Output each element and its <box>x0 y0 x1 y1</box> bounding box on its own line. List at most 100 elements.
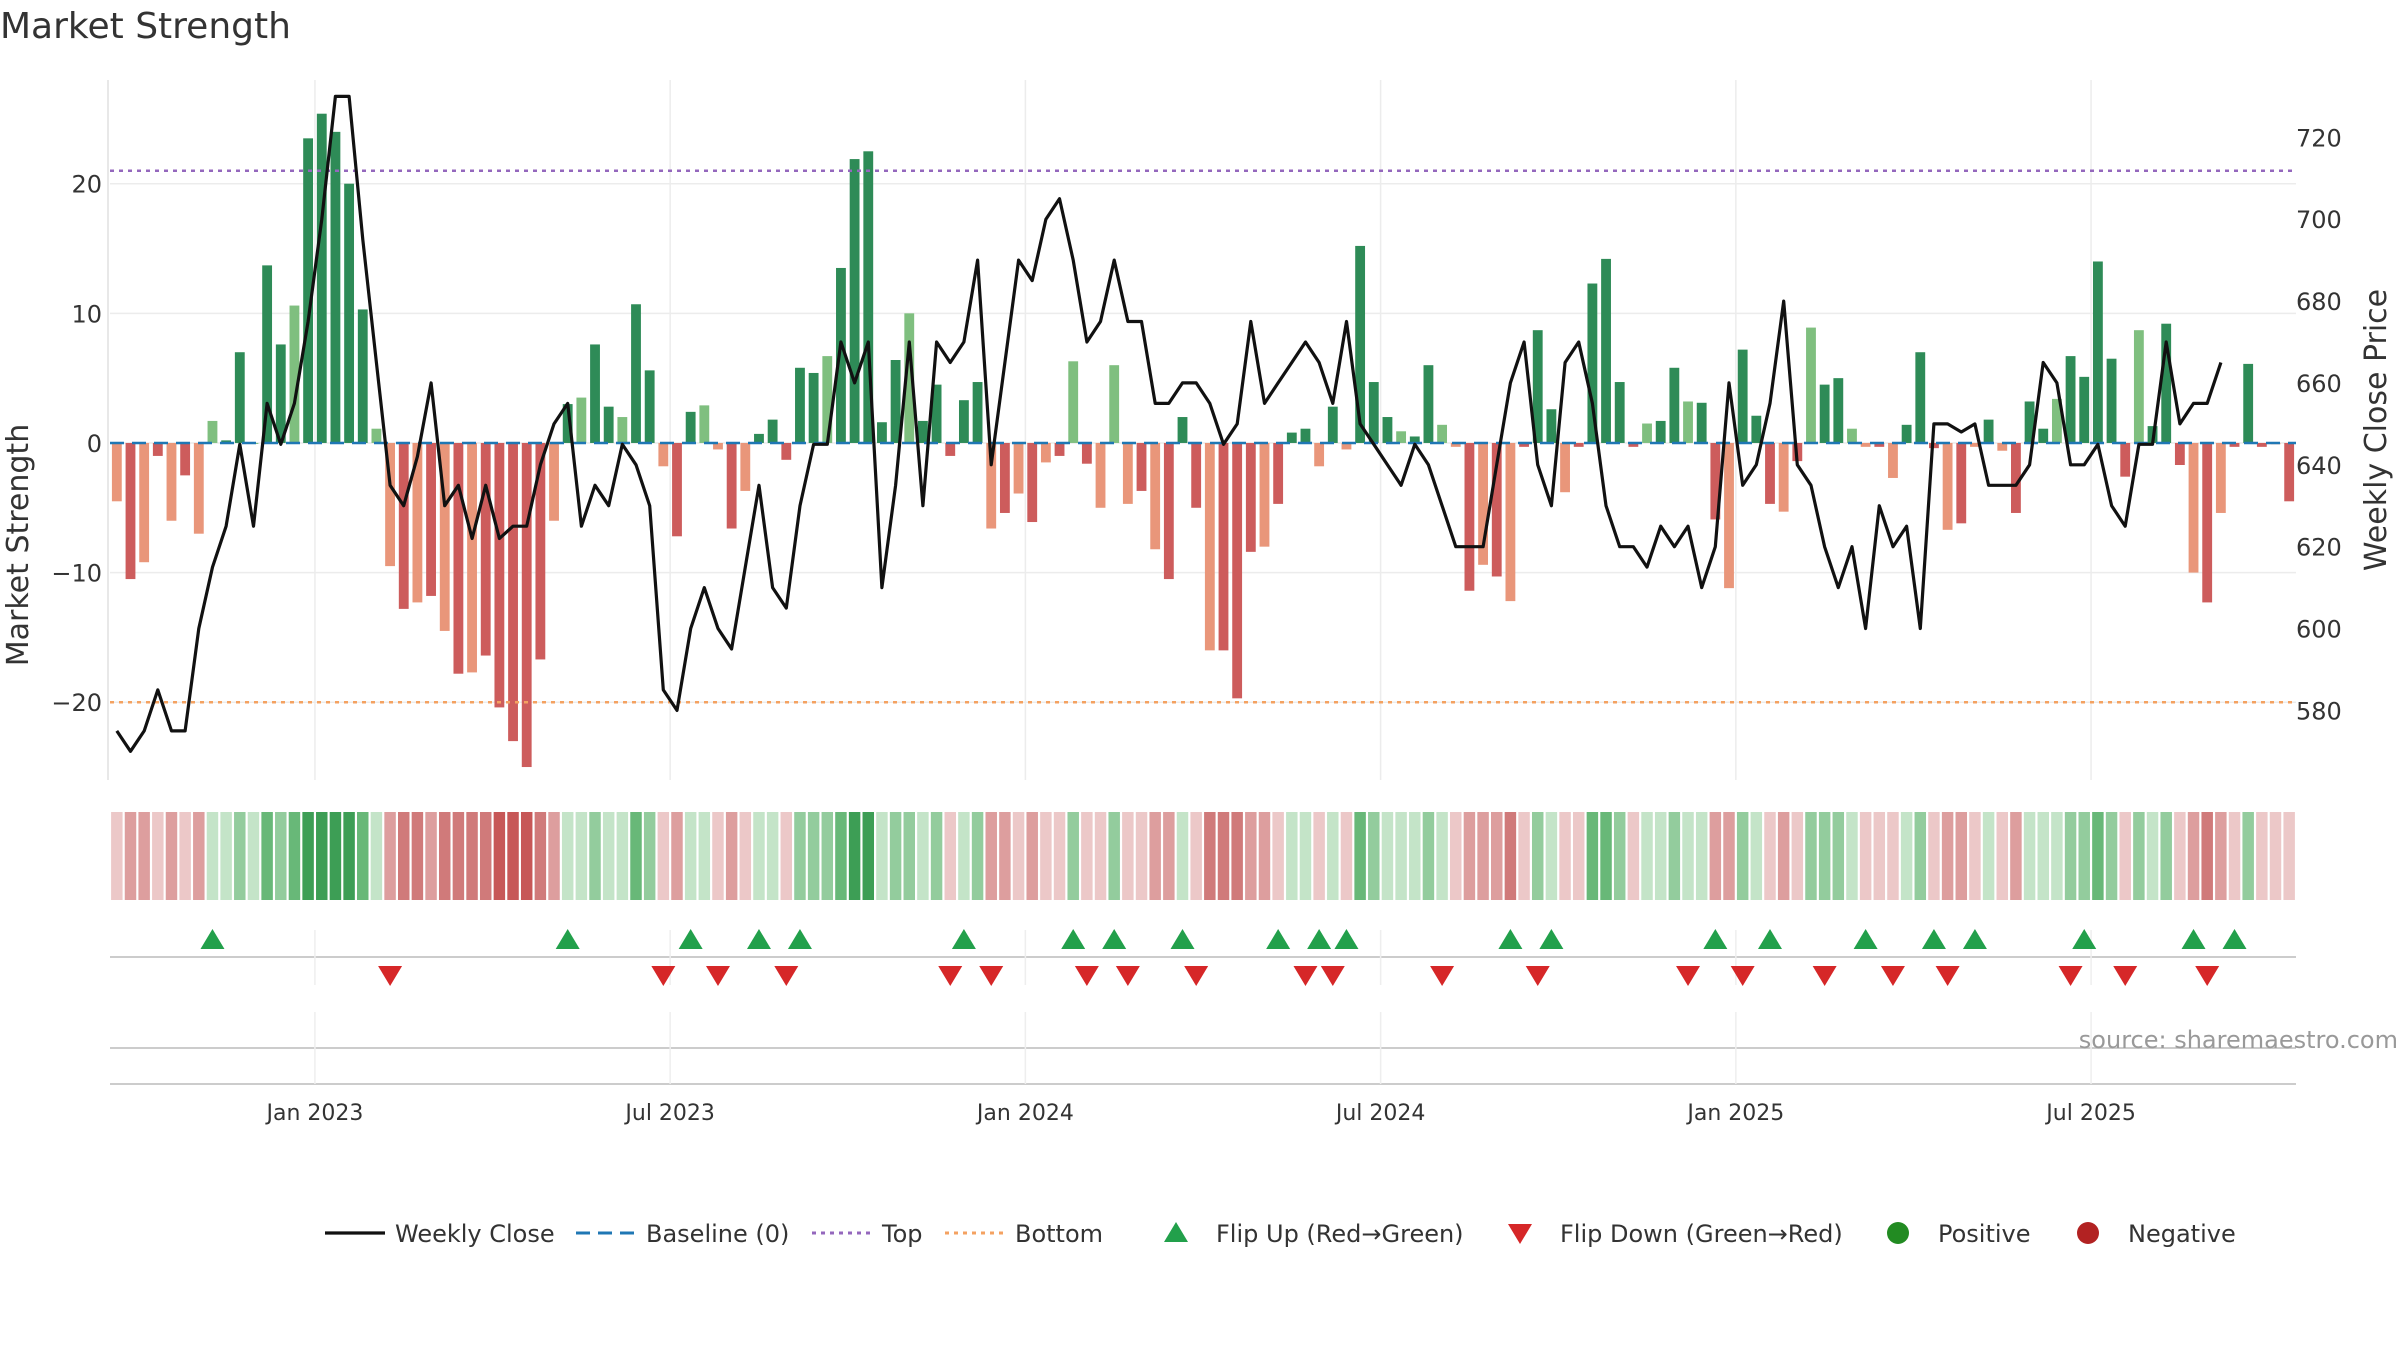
heat-cell <box>1805 812 1817 900</box>
heat-cell <box>561 812 574 900</box>
flip-up-marker <box>1307 929 1332 949</box>
strength-bar <box>2106 358 2117 443</box>
strength-bar <box>1860 442 1871 447</box>
strength-bar <box>1163 442 1174 580</box>
flip-up-marker <box>1061 929 1086 949</box>
legend-dot-icon <box>1887 1222 1909 1244</box>
strength-bar <box>330 131 341 443</box>
heat-cell <box>684 812 697 900</box>
flip-up-marker <box>1102 929 1127 949</box>
heat-cell <box>712 812 724 900</box>
strength-bar <box>931 384 942 443</box>
heat-cell <box>165 812 178 900</box>
heat-cell <box>1149 812 1161 900</box>
heat-cell <box>479 812 492 900</box>
flip-down-marker <box>2113 966 2138 986</box>
heat-cell <box>1094 812 1107 900</box>
strength-bar <box>1628 442 1639 447</box>
heat-cell <box>958 812 970 900</box>
strength-bar <box>2202 442 2213 603</box>
legend-label: Top <box>881 1220 923 1248</box>
strength-bar <box>303 138 314 443</box>
strength-bar <box>2229 442 2240 447</box>
flip-up-marker <box>2072 929 2097 949</box>
right-axis-ticks: 720 700 680 660 640 620 600 580 <box>2296 124 2342 725</box>
strength-bar <box>1491 442 1502 577</box>
heat-cell <box>206 812 219 900</box>
heat-cell <box>985 812 997 900</box>
strength-bar <box>1109 365 1120 443</box>
strength-bar <box>412 442 423 603</box>
strength-bar <box>426 442 436 596</box>
heat-cell <box>1846 812 1858 900</box>
flip-down-marker <box>1525 966 1550 986</box>
strength-bar <box>617 417 628 443</box>
strength-bar <box>603 406 614 443</box>
heat-cell <box>138 812 150 900</box>
heat-cell <box>220 812 232 900</box>
flip-down-marker <box>774 966 799 986</box>
heat-cell <box>1709 812 1722 900</box>
right-tick-label: 640 <box>2296 452 2342 480</box>
heat-cell <box>343 812 355 900</box>
flip-up-marker <box>1170 929 1195 949</box>
strength-bar <box>1341 442 1352 450</box>
strength-bar <box>822 356 833 443</box>
heat-cell <box>1422 812 1435 900</box>
heat-cell <box>1818 812 1831 900</box>
strength-bar <box>1710 442 1721 520</box>
heat-cell <box>2119 812 2131 900</box>
strength-bar <box>808 372 819 443</box>
heat-cell <box>261 812 273 900</box>
heat-cell <box>247 812 260 900</box>
legend-flip-up-icon <box>1164 1222 1188 1242</box>
heat-cell <box>1887 812 1899 900</box>
legend-dot-icon <box>2077 1222 2099 1244</box>
heat-cell <box>1859 812 1872 900</box>
heat-cell <box>2146 812 2159 900</box>
strength-bar <box>1300 428 1311 443</box>
x-tick-label: Jan 2023 <box>264 1101 363 1126</box>
right-tick-label: 600 <box>2296 616 2342 644</box>
strength-bar <box>508 442 518 742</box>
strength-bar <box>1601 258 1611 443</box>
strength-bar <box>1587 283 1598 443</box>
heat-cell <box>193 812 205 900</box>
flip-down-marker <box>979 966 1004 986</box>
heat-cell <box>794 812 806 900</box>
strength-bar <box>1286 432 1297 443</box>
heat-cell <box>1463 812 1476 900</box>
strength-bar <box>494 442 505 708</box>
heat-cell <box>2242 812 2254 900</box>
strength-bar <box>1450 442 1461 447</box>
strength-bar <box>781 442 792 460</box>
x-tick-label: Jan 2025 <box>1685 1101 1784 1126</box>
strength-bar <box>2038 428 2049 443</box>
heat-cell <box>1873 812 1886 900</box>
heat-cell <box>889 812 902 900</box>
lower-panel <box>110 1012 2296 1085</box>
heat-cell <box>1695 812 1708 900</box>
heat-cell <box>1204 812 1216 900</box>
heat-cell <box>1641 812 1653 900</box>
heat-cell <box>1108 812 1120 900</box>
heat-cell <box>1135 812 1148 900</box>
heat-cell <box>1163 812 1175 900</box>
strength-bar <box>1218 442 1229 651</box>
strength-bar <box>1314 442 1325 467</box>
strength-bar <box>2051 398 2062 443</box>
strength-bar <box>1847 428 1857 443</box>
heat-cell <box>534 812 547 900</box>
heat-cell <box>520 812 533 900</box>
strength-bar <box>1983 419 1994 443</box>
chart-title: Market Strength <box>0 6 291 47</box>
strength-bar <box>1737 349 1748 443</box>
heat-cell <box>903 812 915 900</box>
right-tick-label: 580 <box>2296 697 2342 725</box>
legend-item: Negative <box>2077 1220 2236 1248</box>
strength-bar <box>1273 442 1284 504</box>
strength-bar <box>1696 402 1707 443</box>
legend-label: Positive <box>1938 1220 2031 1248</box>
flip-up-marker <box>1539 929 1564 949</box>
strength-bar <box>1751 415 1762 443</box>
